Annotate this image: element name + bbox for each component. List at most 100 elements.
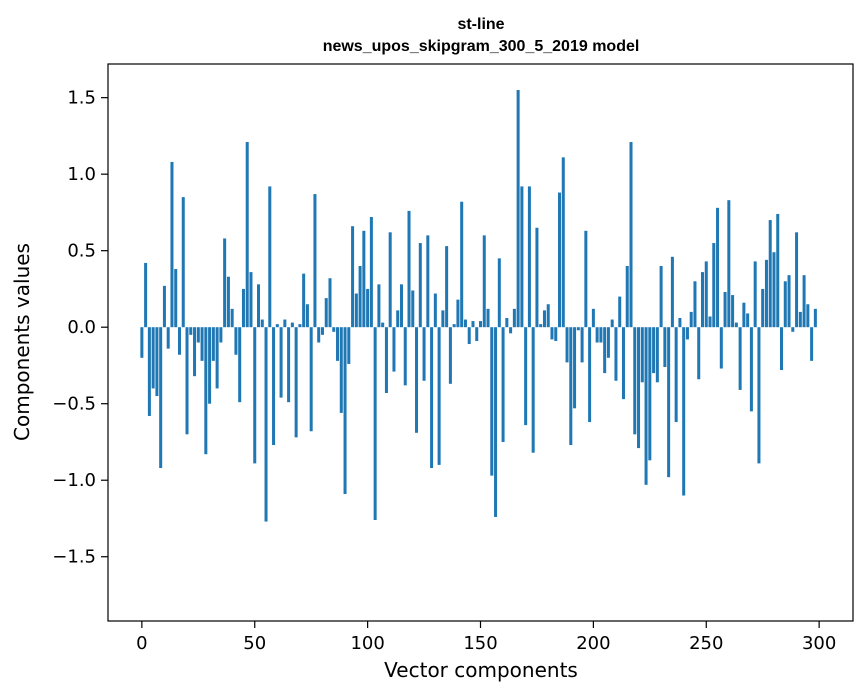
bar xyxy=(723,292,727,328)
bar xyxy=(716,207,720,328)
bar xyxy=(618,296,622,328)
bar xyxy=(595,327,599,343)
bar xyxy=(189,327,193,335)
bar xyxy=(738,327,742,390)
bar xyxy=(456,299,460,328)
bar xyxy=(768,220,772,328)
bar xyxy=(279,327,283,398)
bar xyxy=(452,324,456,328)
bar xyxy=(241,288,245,328)
bar xyxy=(678,318,682,328)
bar xyxy=(659,265,663,328)
x-tick-label: 100 xyxy=(350,633,384,654)
bar xyxy=(388,232,392,328)
bar xyxy=(324,298,328,328)
bar xyxy=(336,327,340,361)
bar xyxy=(783,281,787,328)
bar xyxy=(682,327,686,496)
bar xyxy=(734,322,738,328)
bar xyxy=(238,327,242,403)
bar xyxy=(727,200,731,328)
bar xyxy=(351,226,355,328)
x-tick-label: 300 xyxy=(802,633,836,654)
bar xyxy=(475,327,479,341)
bar xyxy=(584,230,588,328)
bar xyxy=(283,319,287,328)
bar xyxy=(166,327,170,349)
bar xyxy=(780,327,784,371)
bar xyxy=(558,192,562,328)
bar xyxy=(260,319,264,328)
plot-area-frame xyxy=(107,63,854,622)
bar xyxy=(546,304,550,328)
bar xyxy=(791,327,795,332)
bar xyxy=(621,327,625,400)
bar xyxy=(655,327,659,383)
bar xyxy=(501,327,505,442)
chart-title-line2: news_upos_skipgram_300_5_2019 model xyxy=(323,38,640,55)
bar-series xyxy=(140,90,817,522)
bar xyxy=(591,308,595,328)
bar xyxy=(403,327,407,386)
bar xyxy=(697,327,701,380)
bar xyxy=(569,327,573,446)
bar xyxy=(565,327,569,363)
bar xyxy=(445,246,449,328)
bar xyxy=(802,275,806,328)
bar xyxy=(629,142,633,328)
bar xyxy=(193,327,197,377)
bar xyxy=(347,327,351,364)
bar xyxy=(366,288,370,328)
bar xyxy=(588,327,592,423)
bar xyxy=(317,327,321,343)
bar xyxy=(151,327,155,389)
bar xyxy=(633,327,637,435)
bar xyxy=(670,256,674,328)
bar xyxy=(313,194,317,328)
x-tick-label: 200 xyxy=(576,633,610,654)
bar xyxy=(685,327,689,340)
bar xyxy=(813,308,817,328)
y-tick-label: −0.5 xyxy=(52,394,96,415)
bar xyxy=(185,327,189,435)
bar xyxy=(753,261,757,328)
bar xyxy=(482,235,486,328)
bar xyxy=(531,327,535,453)
bar xyxy=(162,285,166,328)
bar xyxy=(648,327,652,461)
bar xyxy=(693,281,697,328)
bar xyxy=(200,327,204,361)
bar xyxy=(234,327,238,355)
bar xyxy=(208,327,212,404)
bar xyxy=(509,327,513,334)
bar xyxy=(399,284,403,328)
bar xyxy=(309,327,313,432)
bar xyxy=(415,327,419,433)
bar xyxy=(147,327,151,416)
y-tick-label: 1.5 xyxy=(67,88,96,109)
x-axis-label: Vector components xyxy=(384,658,578,682)
bar xyxy=(795,232,799,328)
bar xyxy=(787,275,791,328)
bar xyxy=(700,272,704,328)
bar xyxy=(467,327,471,345)
x-tick-label: 50 xyxy=(243,633,266,654)
bar xyxy=(298,324,302,328)
bar xyxy=(155,327,159,397)
bar xyxy=(305,304,309,328)
bar xyxy=(392,327,396,372)
bar xyxy=(640,327,644,383)
bar xyxy=(302,273,306,328)
bar xyxy=(253,327,257,464)
bar xyxy=(524,327,528,426)
bar xyxy=(354,293,358,328)
bar xyxy=(712,243,716,328)
bar xyxy=(358,265,362,328)
bar xyxy=(761,288,765,328)
x-tick-label: 250 xyxy=(689,633,723,654)
y-tick-label: 1.0 xyxy=(67,164,96,185)
bar xyxy=(674,327,678,423)
bar xyxy=(411,290,415,328)
bar xyxy=(433,293,437,328)
bar xyxy=(486,308,490,328)
